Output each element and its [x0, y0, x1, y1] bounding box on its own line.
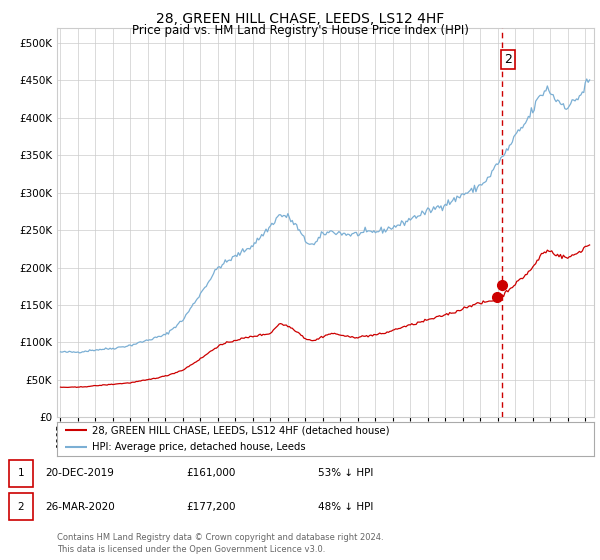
Text: 20-DEC-2019: 20-DEC-2019	[45, 468, 114, 478]
Text: 2: 2	[505, 53, 512, 66]
Text: 28, GREEN HILL CHASE, LEEDS, LS12 4HF: 28, GREEN HILL CHASE, LEEDS, LS12 4HF	[156, 12, 444, 26]
Text: 26-MAR-2020: 26-MAR-2020	[45, 502, 115, 512]
Text: HPI: Average price, detached house, Leeds: HPI: Average price, detached house, Leed…	[92, 442, 305, 452]
Text: 2: 2	[17, 502, 25, 512]
Text: 48% ↓ HPI: 48% ↓ HPI	[318, 502, 373, 512]
Text: 28, GREEN HILL CHASE, LEEDS, LS12 4HF (detached house): 28, GREEN HILL CHASE, LEEDS, LS12 4HF (d…	[92, 426, 389, 435]
Text: £177,200: £177,200	[186, 502, 235, 512]
Text: £161,000: £161,000	[186, 468, 235, 478]
Text: 1: 1	[17, 468, 25, 478]
Text: 53% ↓ HPI: 53% ↓ HPI	[318, 468, 373, 478]
Text: Price paid vs. HM Land Registry's House Price Index (HPI): Price paid vs. HM Land Registry's House …	[131, 24, 469, 37]
Text: Contains HM Land Registry data © Crown copyright and database right 2024.
This d: Contains HM Land Registry data © Crown c…	[57, 533, 383, 554]
